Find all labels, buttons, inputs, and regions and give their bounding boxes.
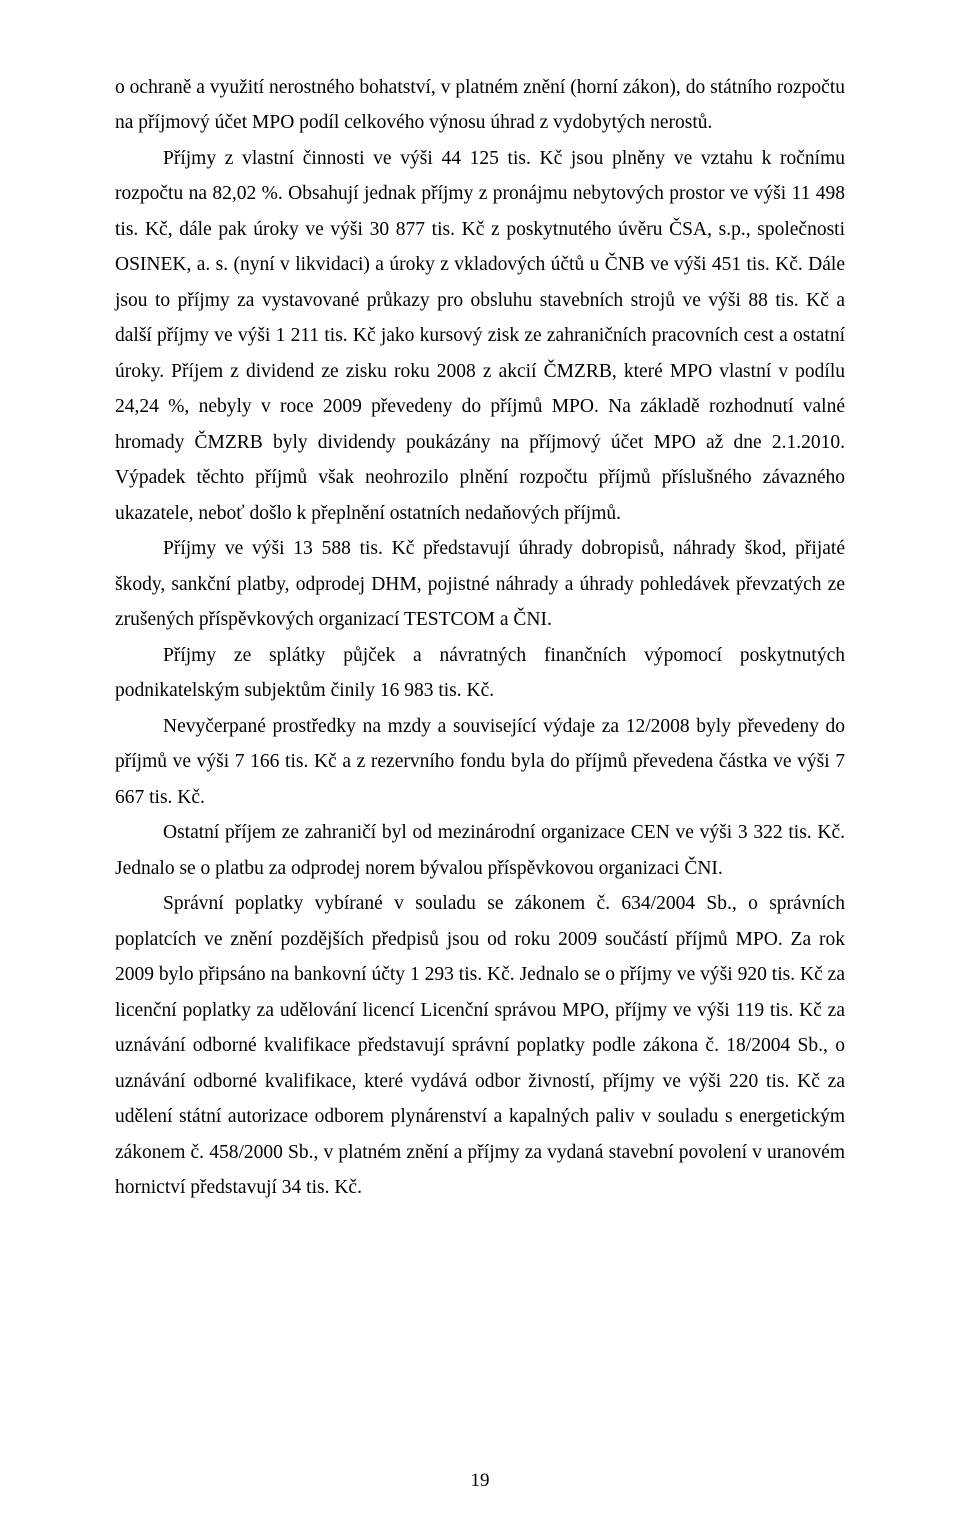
page-number: 19 [0,1470,960,1492]
paragraph: Příjmy ze splátky půjček a návratných fi… [115,638,845,709]
paragraph: o ochraně a využití nerostného bohatství… [115,70,845,141]
paragraph: Ostatní příjem ze zahraničí byl od mezin… [115,815,845,886]
paragraph: Příjmy z vlastní činnosti ve výši 44 125… [115,141,845,531]
body-text: o ochraně a využití nerostného bohatství… [115,70,845,1206]
paragraph: Správní poplatky vybírané v souladu se z… [115,886,845,1205]
paragraph: Nevyčerpané prostředky na mzdy a souvise… [115,709,845,815]
document-page: o ochraně a využití nerostného bohatství… [0,0,960,1537]
paragraph: Příjmy ve výši 13 588 tis. Kč představuj… [115,531,845,637]
